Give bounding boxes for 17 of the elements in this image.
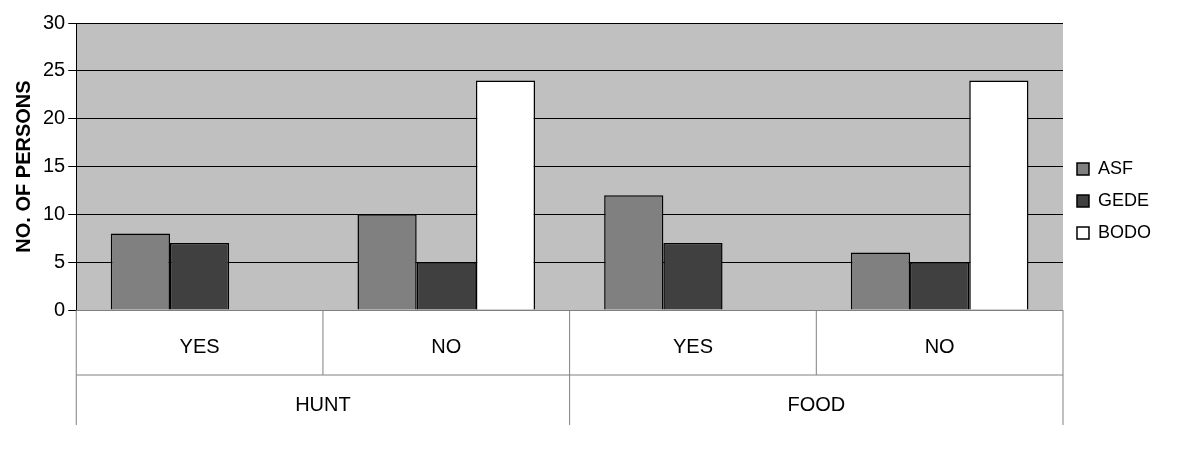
text: FOOD <box>787 392 846 415</box>
y-tick-label: 10 <box>43 201 66 224</box>
y-tick-label: 5 <box>54 249 66 272</box>
y-tick-label: 15 <box>43 154 66 177</box>
y-axis-title: NO. OF PERSONS <box>11 80 34 253</box>
text: HUNT <box>295 392 351 415</box>
y-tick-label: 25 <box>43 58 66 81</box>
y-tick-label: 20 <box>43 106 66 129</box>
legend-label: BODO <box>1097 221 1152 242</box>
x-tick-label: YES <box>672 334 713 357</box>
x-tick-label: NO <box>431 334 462 357</box>
legend-label: ASF <box>1097 157 1134 178</box>
y-tick-label: 0 <box>54 297 66 320</box>
x-tick-label: YES <box>179 334 220 357</box>
x-tick-label: NO <box>924 334 955 357</box>
legend-label: GEDE <box>1097 189 1150 210</box>
y-tick-label: 30 <box>43 10 66 33</box>
